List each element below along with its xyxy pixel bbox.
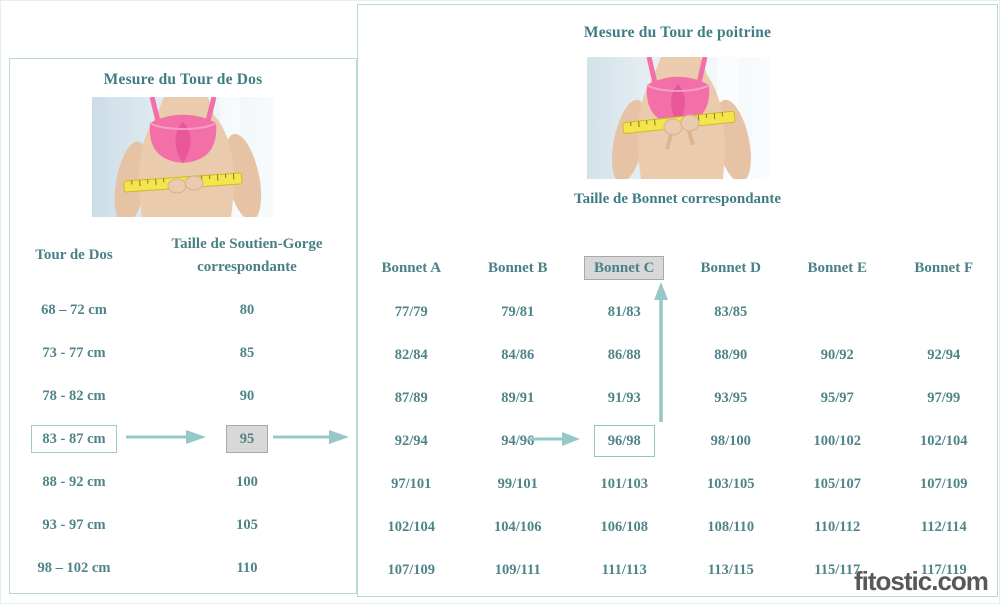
bust-range-cell: 107/109: [387, 561, 436, 578]
bust-range-cell: 92/94: [394, 432, 428, 449]
cup-size-panel: Mesure du Tour de poitrine: [357, 4, 998, 597]
back-measurement-photo: [10, 97, 356, 217]
bust-range-cell: 92/94: [927, 346, 961, 363]
table-row: 88 - 92 cm 100: [10, 460, 356, 503]
table-row: 97/101 99/101 101/103 103/105 105/107 10…: [358, 462, 997, 505]
band-size-cell: 110: [236, 559, 258, 576]
table-row: 107/109 109/111 111/113 113/115 115/117 …: [358, 548, 997, 591]
bust-range-cell: 89/91: [501, 389, 535, 406]
selected-bust-range: 96/98: [593, 424, 655, 457]
table-row: 77/79 79/81 81/83 83/85: [358, 290, 997, 333]
column-header-bonnet-b: Bonnet B: [487, 260, 548, 276]
bust-range-cell: 77/79: [394, 303, 428, 320]
arrow-right-icon: [528, 432, 580, 446]
bust-range-cell: 93/95: [714, 389, 748, 406]
bust-range-cell: 101/103: [600, 475, 649, 492]
table-row-selected: 83 - 87 cm 95: [10, 417, 356, 460]
bust-range-cell: 87/89: [394, 389, 428, 406]
bust-range-cell: 88/90: [714, 346, 748, 363]
bust-range-cell: 99/101: [497, 475, 538, 492]
bust-range-cell: 117/119: [920, 561, 967, 578]
bust-range-cell: 97/101: [391, 475, 432, 492]
table-row: 73 - 77 cm 85: [10, 331, 356, 374]
column-header-bonnet-f: Bonnet F: [914, 260, 974, 276]
band-size-cell: 80: [239, 301, 255, 318]
bust-range-cell: 100/102: [813, 432, 862, 449]
bust-range-cell: 98/100: [710, 432, 751, 449]
selected-back-range: 83 - 87 cm: [31, 424, 117, 453]
bust-range-cell: 95/97: [820, 389, 854, 406]
table-row: 82/84 84/86 86/88 88/90 90/92 92/94: [358, 333, 997, 376]
bust-measurement-photo: [358, 57, 997, 179]
bust-range-cell: 111/113: [601, 561, 647, 578]
back-table-body: 68 – 72 cm 80 73 - 77 cm 85 78 - 82 cm 9…: [10, 288, 356, 589]
bust-range-cell: 108/110: [707, 518, 755, 535]
table-row: 98 – 102 cm 110: [10, 546, 356, 589]
table-row: 87/89 89/91 91/93 93/95 95/97 97/99: [358, 376, 997, 419]
bust-range-cell: 81/83: [607, 303, 641, 320]
bust-range-cell: 103/105: [706, 475, 755, 492]
bust-range-cell: 106/108: [600, 518, 649, 535]
bust-range-cell: 90/92: [820, 346, 854, 363]
cup-table-header: Bonnet A Bonnet B Bonnet C Bonnet D Bonn…: [358, 253, 997, 283]
back-range-cell: 88 - 92 cm: [42, 473, 106, 490]
bust-range-cell: 79/81: [501, 303, 535, 320]
band-size-cell: 100: [236, 473, 258, 490]
cup-table-body: 77/79 79/81 81/83 83/85 82/84 84/86 86/8…: [358, 290, 997, 591]
back-range-cell: 68 – 72 cm: [41, 301, 107, 318]
bust-range-cell: 97/99: [927, 389, 961, 406]
bust-range-cell: 110/112: [814, 518, 861, 535]
column-header-bonnet-d: Bonnet D: [700, 260, 761, 276]
table-row-selected: 92/94 94/96 96/98 98/100 100/102 102/104: [358, 419, 997, 462]
bust-range-cell: 84/86: [501, 346, 535, 363]
cup-panel-subtitle: Taille de Bonnet correspondante: [573, 191, 782, 207]
bust-measurement-photo-image: [586, 57, 769, 179]
band-size-cell: 105: [236, 516, 258, 533]
back-range-cell: 73 - 77 cm: [42, 344, 106, 361]
watermark: fitostic.com: [854, 566, 989, 596]
back-range-cell: 98 – 102 cm: [37, 559, 111, 576]
table-row: 68 – 72 cm 80: [10, 288, 356, 331]
bust-range-cell: 107/109: [919, 475, 968, 492]
table-row: 102/104 104/106 106/108 108/110 110/112 …: [358, 505, 997, 548]
column-header-bonnet-a: Bonnet A: [381, 260, 442, 276]
bust-range-cell: 82/84: [394, 346, 428, 363]
column-header-taille-soutien-gorge: Taille de Soutien-Gorge correspondante: [171, 236, 323, 275]
table-row: 78 - 82 cm 90: [10, 374, 356, 417]
selected-band-size: 95: [225, 424, 269, 453]
table-row: 93 - 97 cm 105: [10, 503, 356, 546]
column-header-tour-de-dos: Tour de Dos: [35, 247, 113, 263]
arrow-right-icon: [273, 430, 349, 444]
back-measurement-photo-image: [92, 97, 274, 217]
bust-range-cell: 105/107: [813, 475, 862, 492]
bust-range-cell: 109/111: [494, 561, 541, 578]
column-header-bonnet-c-selected: Bonnet C: [584, 256, 665, 280]
bust-range-cell: 102/104: [387, 518, 436, 535]
bust-range-cell: 91/93: [607, 389, 641, 406]
bust-range-cell: 94/96: [501, 432, 535, 449]
back-range-cell: 93 - 97 cm: [42, 516, 106, 533]
bust-range-cell: 104/106: [493, 518, 542, 535]
back-size-panel: Mesure du Tour de Dos: [9, 58, 357, 594]
back-range-cell: 78 - 82 cm: [42, 387, 106, 404]
bust-range-cell: 115/117: [814, 561, 861, 578]
band-size-cell: 85: [239, 344, 255, 361]
band-size-cell: 90: [239, 387, 255, 404]
cup-panel-title: Mesure du Tour de poitrine: [583, 24, 772, 41]
bust-range-cell: 86/88: [607, 346, 641, 363]
bust-range-cell: 113/115: [707, 561, 754, 578]
bust-range-cell: 102/104: [919, 432, 968, 449]
arrow-right-icon: [126, 430, 206, 444]
arrow-up-icon: [654, 282, 668, 422]
bust-range-cell: 83/85: [714, 303, 748, 320]
back-table-header: Tour de Dos Taille de Soutien-Gorge corr…: [10, 233, 356, 278]
bust-range-cell: 112/114: [920, 518, 967, 535]
column-header-bonnet-e: Bonnet E: [807, 260, 868, 276]
back-panel-title: Mesure du Tour de Dos: [103, 71, 263, 88]
